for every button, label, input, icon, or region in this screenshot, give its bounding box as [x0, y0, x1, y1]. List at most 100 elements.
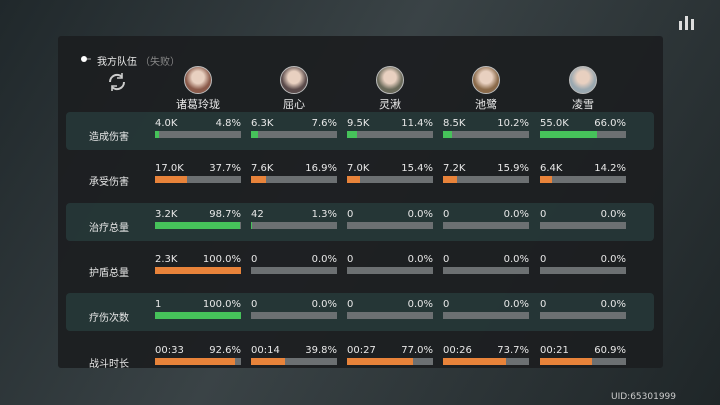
cell-value: 0 — [347, 299, 354, 311]
bar-fill — [251, 357, 286, 365]
bar-track — [251, 312, 337, 320]
row-label: 护盾总量 — [89, 267, 129, 279]
bar-fill — [443, 176, 457, 184]
cell-percent: 11.4% — [401, 118, 433, 129]
bar-fill — [155, 357, 235, 365]
cell-percent: 0.0% — [311, 253, 337, 265]
cell-percent: 60.9% — [594, 344, 626, 356]
cell-value: 6.3K — [251, 118, 274, 129]
bar-fill — [251, 131, 258, 138]
cell-value: 6.4K — [540, 163, 563, 175]
cell-percent: 0.0% — [503, 299, 529, 311]
bar-fill — [251, 176, 266, 184]
cell-value: 3.2K — [155, 208, 178, 220]
cell-percent: 1.3% — [311, 208, 337, 220]
bar-track — [540, 176, 626, 184]
cell-value: 8.5K — [443, 118, 466, 129]
cell-value: 7.6K — [251, 163, 274, 175]
bar-fill — [155, 131, 160, 138]
bar-track — [251, 131, 337, 138]
bar-track — [347, 312, 433, 320]
bar-track — [443, 176, 529, 184]
bar-fill — [443, 131, 452, 138]
bar-track — [540, 266, 626, 274]
cell-percent: 73.7% — [497, 344, 529, 356]
hero-name: 池鹭 — [475, 98, 497, 111]
cell-value: 7.2K — [443, 163, 466, 175]
cell-value: 0 — [540, 299, 547, 311]
bar-fill — [540, 357, 593, 365]
cell-value: 0 — [540, 208, 547, 220]
bar-fill — [443, 357, 507, 365]
cell-value: 0 — [251, 253, 258, 265]
team-status: （失败） — [140, 57, 180, 68]
row-label: 战斗时长 — [89, 358, 129, 370]
bar-track — [443, 266, 529, 274]
cell-percent: 0.0% — [407, 299, 433, 311]
bar-track — [443, 131, 529, 138]
cell-percent: 0.0% — [407, 253, 433, 265]
bar-fill — [155, 312, 241, 320]
row-label: 疗伤次数 — [89, 313, 129, 325]
row-label: 造成伤害 — [89, 132, 129, 143]
cell-percent: 0.0% — [311, 299, 337, 311]
cell-value: 0 — [443, 299, 450, 311]
cell-percent: 100.0% — [202, 253, 241, 265]
refresh-icon[interactable] — [106, 72, 128, 92]
cell-value: 0 — [347, 208, 354, 220]
cell-percent: 0.0% — [600, 253, 626, 265]
bar-fill — [540, 176, 553, 184]
cell-percent: 0.0% — [503, 253, 529, 265]
bar-track — [540, 221, 626, 229]
toggle-icon[interactable] — [78, 53, 92, 65]
cell-value: 17.0K — [155, 163, 184, 175]
team-title: 我方队伍 — [97, 57, 137, 68]
bar-track — [155, 131, 241, 138]
cell-value: 00:26 — [443, 344, 472, 356]
cell-value: 0 — [443, 208, 450, 220]
bar-track — [443, 221, 529, 229]
cell-percent: 15.9% — [497, 163, 529, 175]
bar-track — [251, 221, 337, 229]
cell-percent: 0.0% — [600, 299, 626, 311]
cell-percent: 100.0% — [202, 299, 241, 311]
hero-avatar — [280, 66, 308, 94]
cell-value: 0 — [251, 299, 258, 311]
row-label: 治疗总量 — [89, 222, 129, 234]
cell-value: 00:14 — [251, 344, 280, 356]
bar-fill — [251, 221, 253, 229]
cell-percent: 66.0% — [594, 118, 626, 129]
bar-track — [155, 176, 241, 184]
bar-fill — [155, 266, 241, 274]
cell-value: 0 — [540, 253, 547, 265]
cell-value: 0 — [347, 253, 354, 265]
cell-percent: 15.4% — [401, 163, 433, 175]
bar-track — [540, 312, 626, 320]
cell-value: 4.0K — [155, 118, 178, 129]
bar-fill — [347, 357, 414, 365]
cell-value: 7.0K — [347, 163, 370, 175]
cell-percent: 39.8% — [305, 344, 337, 356]
cell-percent: 0.0% — [600, 208, 626, 220]
cell-percent: 10.2% — [497, 118, 529, 129]
cell-percent: 0.0% — [407, 208, 433, 220]
bar-track — [347, 131, 433, 138]
cell-value: 00:21 — [540, 344, 569, 356]
bar-fill — [540, 131, 597, 138]
bar-track — [347, 221, 433, 229]
stats-icon[interactable] — [676, 12, 698, 34]
cell-percent: 14.2% — [594, 163, 626, 175]
hero-avatar — [472, 66, 500, 94]
hero-name: 凌雪 — [572, 98, 594, 111]
bar-fill — [347, 176, 361, 184]
cell-percent: 0.0% — [503, 208, 529, 220]
hero-avatar — [184, 66, 212, 94]
cell-percent: 37.7% — [209, 163, 241, 175]
cell-percent: 16.9% — [305, 163, 337, 175]
cell-value: 42 — [251, 208, 264, 220]
cell-value: 00:27 — [347, 344, 376, 356]
bar-track — [443, 312, 529, 320]
hero-name: 灵湫 — [379, 98, 401, 111]
bar-fill — [155, 176, 188, 184]
